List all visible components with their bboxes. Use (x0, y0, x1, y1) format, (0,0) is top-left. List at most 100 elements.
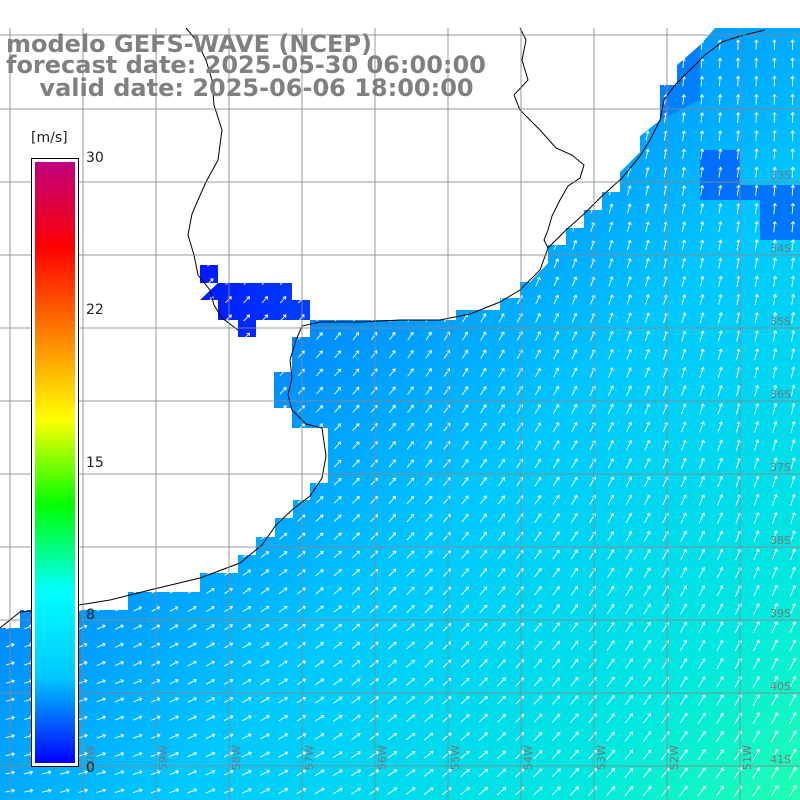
wind-arrow (169, 642, 179, 649)
wind-arrow (260, 696, 270, 704)
wind-arrow (790, 202, 795, 215)
wind-arrow (772, 220, 777, 233)
wind-arrow (296, 624, 306, 631)
wind-arrow (333, 714, 343, 722)
wind-arrow (699, 130, 705, 142)
wind-arrow (96, 715, 107, 721)
wind-arrow (478, 714, 488, 723)
wind-arrow (460, 623, 470, 632)
wind-arrow (442, 787, 452, 795)
wind-arrow (772, 239, 777, 251)
wind-arrow (133, 660, 143, 667)
wind-arrow (242, 587, 252, 595)
wind-arrow (753, 621, 760, 634)
wind-arrow (333, 623, 343, 631)
wind-arrow (681, 166, 687, 178)
wind-arrow (369, 696, 379, 704)
wind-arrow (644, 458, 651, 469)
wind-arrow (570, 622, 579, 633)
wind-arrow (96, 679, 106, 685)
wind-arrow (533, 731, 543, 742)
wind-arrow (754, 75, 759, 87)
wind-arrow (718, 221, 723, 233)
wind-arrow (333, 678, 343, 686)
wind-arrow (315, 514, 324, 522)
wind-arrow (717, 312, 723, 324)
wind-arrow (754, 402, 760, 415)
wind-arrow (405, 751, 416, 759)
wind-arrow (534, 476, 542, 487)
wind-arrow (333, 569, 342, 577)
wind-arrow (700, 203, 705, 214)
wind-arrow (425, 440, 433, 450)
lon-label: 51W (741, 745, 754, 770)
wind-arrow (406, 513, 415, 523)
lat-label: 36S (770, 388, 791, 401)
wind-arrow (718, 130, 723, 142)
wind-arrow (278, 787, 289, 794)
wind-arrow (790, 457, 796, 470)
wind-arrow (315, 605, 324, 613)
wind-arrow (205, 697, 216, 703)
wind-arrow (223, 769, 234, 776)
wind-arrow (697, 785, 706, 797)
wind-arrow (479, 531, 487, 541)
wind-arrow (772, 57, 777, 69)
wind-arrow (754, 202, 759, 215)
wind-arrow (169, 715, 179, 721)
wind-arrow (205, 678, 216, 685)
wind-arrow (736, 57, 741, 69)
wind-arrow (498, 476, 505, 487)
wind-arrow (407, 422, 414, 432)
wind-arrow (607, 549, 615, 560)
wind-arrow (388, 404, 396, 413)
lon-label: 53W (595, 745, 608, 770)
wind-arrow (753, 548, 760, 561)
wind-arrow (681, 221, 687, 233)
wind-arrow (789, 693, 797, 707)
wind-arrow (770, 748, 779, 761)
wind-arrow (478, 732, 488, 741)
wind-arrow (333, 660, 343, 668)
wind-arrow (423, 769, 434, 777)
wind-arrow (514, 786, 525, 796)
wind-arrow (789, 657, 797, 670)
wind-arrow (718, 148, 723, 160)
wind-arrow (534, 458, 542, 469)
wind-arrow (681, 93, 686, 105)
wind-arrow (132, 697, 143, 703)
wind-arrow (314, 678, 325, 686)
wind-arrow (716, 566, 724, 579)
wind-arrow (553, 367, 560, 378)
wind-arrow (478, 750, 488, 759)
wind-arrow (479, 477, 487, 487)
wind-arrow (497, 622, 506, 632)
wind-arrow (333, 587, 342, 595)
wind-arrow (388, 441, 396, 450)
wind-arrow (480, 404, 487, 414)
wind-arrow (698, 512, 706, 524)
wind-arrow (552, 585, 560, 596)
wind-arrow (369, 733, 379, 741)
wind-arrow (771, 639, 779, 652)
wind-arrow (460, 641, 470, 650)
wind-arrow (497, 677, 506, 687)
wind-arrow (572, 239, 578, 250)
wind-arrow (425, 422, 433, 432)
wind-arrow (132, 733, 143, 739)
wind-arrow (697, 694, 706, 706)
wind-arrow (642, 785, 652, 797)
wind-arrow (351, 587, 361, 595)
wind-arrow (699, 75, 704, 87)
wind-arrow (645, 257, 650, 269)
wind-arrow (224, 606, 234, 613)
wind-arrow (533, 786, 543, 796)
colorbar-tick: 0 (86, 760, 95, 776)
wind-arrow (754, 166, 759, 178)
wind-arrow (752, 675, 760, 688)
wind-arrow (790, 366, 796, 379)
wind-arrow (352, 459, 360, 468)
wind-arrow (754, 184, 759, 196)
wind-arrow (114, 624, 125, 630)
wind-arrow (224, 624, 234, 631)
